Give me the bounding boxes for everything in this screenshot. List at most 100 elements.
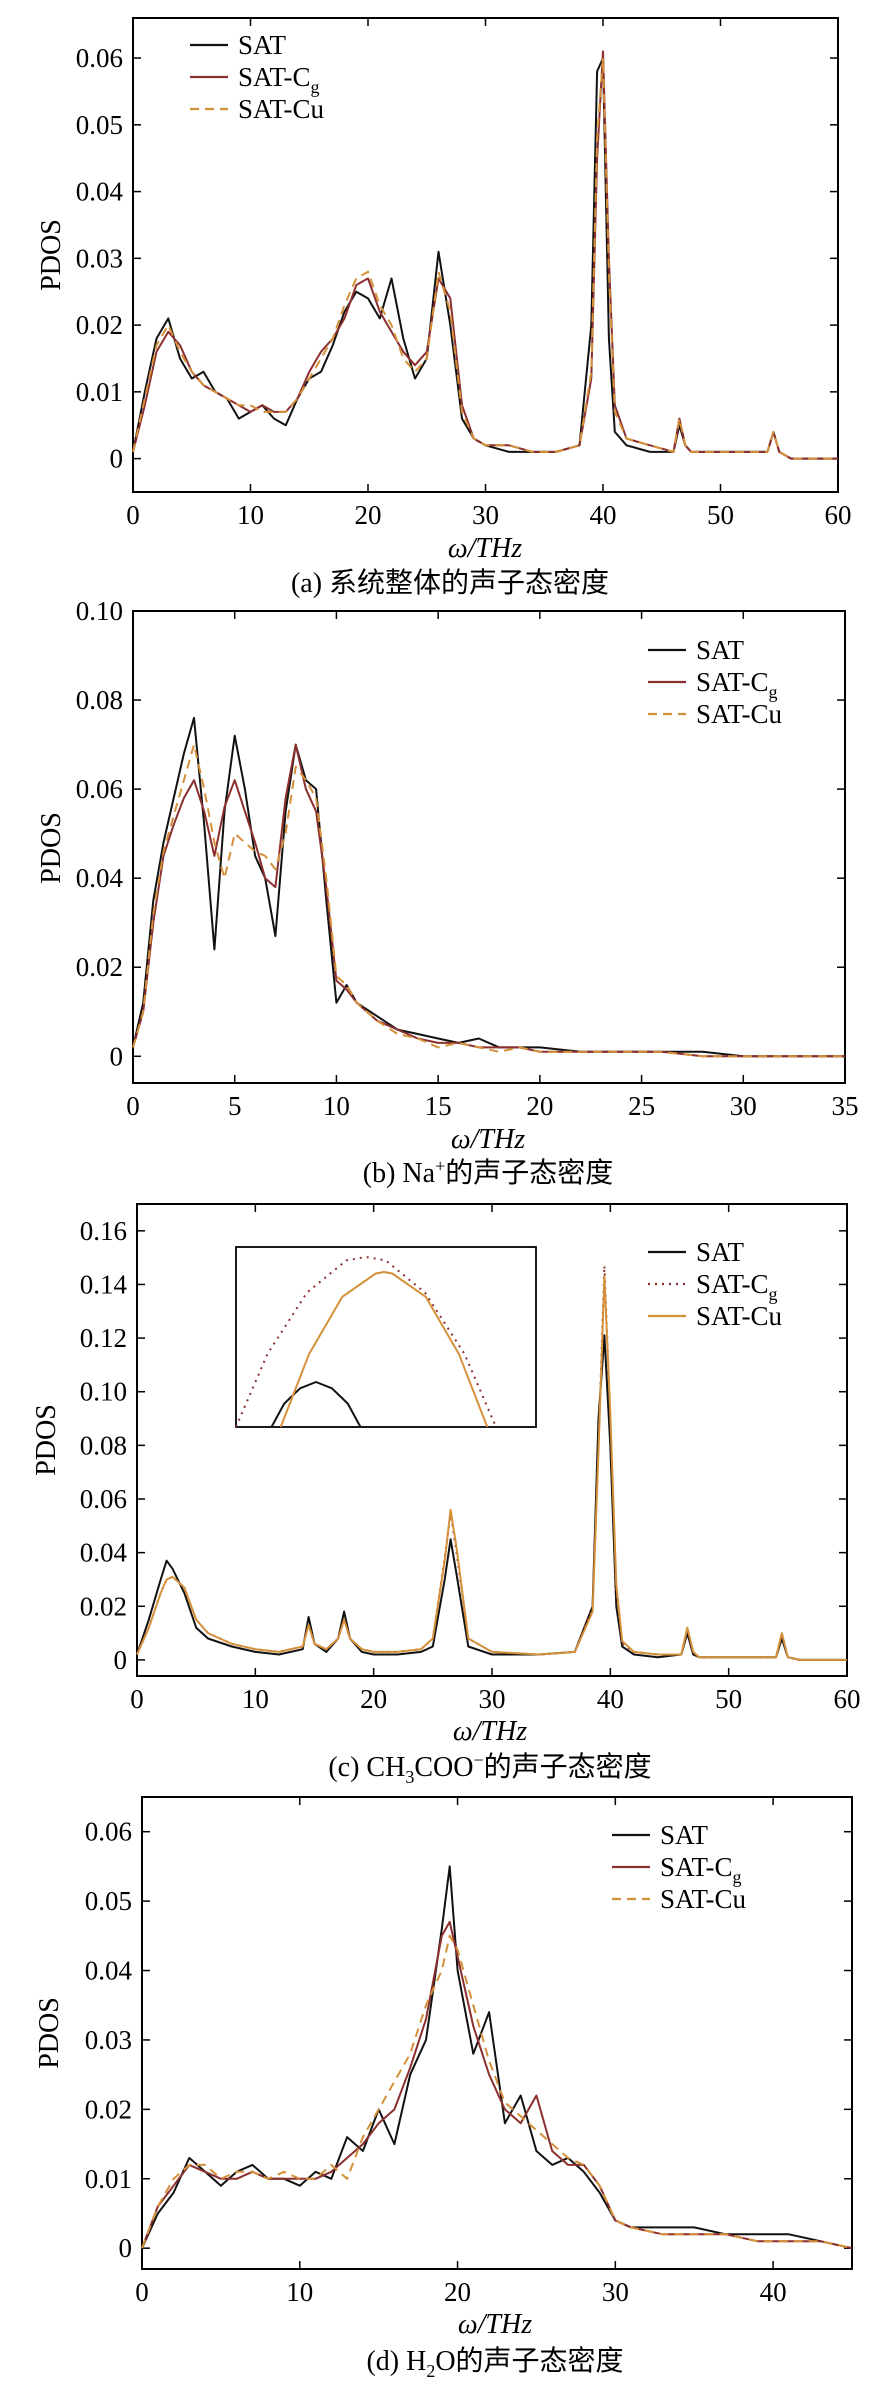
series-lines bbox=[132, 716, 845, 1058]
x-tick-label: 10 bbox=[237, 500, 264, 530]
x-tick-label: 50 bbox=[707, 500, 734, 530]
x-tick-label: 10 bbox=[242, 1684, 269, 1714]
y-tick-label: 0.04 bbox=[76, 177, 124, 207]
axis-ticks: 0 10 20 30 40 0 0.01 0.02 0.03 0.04 0.05 0.06 bbox=[85, 1797, 852, 2307]
series-line-sat-cg bbox=[141, 1920, 853, 2250]
y-axis-label: PDOS bbox=[31, 1404, 62, 1476]
legend-entry: SAT bbox=[696, 635, 745, 665]
caption-part: O的声子态密度 bbox=[435, 2345, 623, 2377]
y-tick-label: 0.10 bbox=[80, 1377, 127, 1407]
x-tick-label: 0 bbox=[126, 500, 140, 530]
y-tick-label: 0.06 bbox=[85, 1817, 132, 1847]
y-tick-label: 0.06 bbox=[76, 774, 123, 804]
caption-subscript: 2 bbox=[426, 2361, 435, 2381]
panel-caption: (b) Na+的声子态密度 bbox=[363, 1156, 613, 1189]
y-tick-label: 0.01 bbox=[76, 377, 123, 407]
y-tick-label: 0.06 bbox=[76, 43, 123, 73]
caption-part: (d) H bbox=[366, 2346, 426, 2377]
y-tick-label: 0.02 bbox=[76, 952, 123, 982]
x-tick-label: 60 bbox=[834, 1684, 861, 1714]
inset-zoom bbox=[235, 1246, 537, 1428]
series-line-sat-cu bbox=[132, 743, 845, 1058]
caption-part: COO bbox=[414, 1752, 473, 1783]
caption-part: 的声子态密度 bbox=[484, 1751, 652, 1783]
panel-caption: (a) 系统整体的声子态密度 bbox=[291, 567, 609, 599]
caption-part: (c) CH bbox=[328, 1752, 405, 1783]
y-tick-label: 0.06 bbox=[80, 1484, 127, 1514]
x-tick-label: 20 bbox=[444, 2277, 471, 2307]
y-tick-label: 0.05 bbox=[76, 110, 123, 140]
x-tick-label: 40 bbox=[590, 500, 617, 530]
y-tick-label: 0.02 bbox=[76, 310, 123, 340]
y-tick-label: 0.04 bbox=[80, 1538, 128, 1568]
series-lines bbox=[141, 1865, 853, 2250]
y-tick-label: 0.08 bbox=[76, 685, 123, 715]
legend-entry: SAT-Cg bbox=[238, 62, 320, 97]
x-tick-label: 10 bbox=[286, 2277, 313, 2307]
x-tick-label: 30 bbox=[602, 2277, 629, 2307]
caption-part: (b) Na bbox=[363, 1158, 436, 1189]
x-axis-label-text: ω/THz bbox=[448, 533, 522, 564]
legend-entry: SAT bbox=[660, 1820, 709, 1850]
caption-superscript: − bbox=[473, 1750, 483, 1770]
y-tick-label: 0 bbox=[114, 1645, 128, 1675]
y-tick-label: 0.05 bbox=[85, 1886, 132, 1916]
caption-part: 的声子态密度 bbox=[445, 1157, 613, 1189]
y-tick-label: 0.12 bbox=[80, 1323, 127, 1353]
y-axis-label: PDOS bbox=[36, 219, 67, 291]
panel-caption: (d) H2O的声子态密度 bbox=[366, 2345, 623, 2381]
series-lines bbox=[132, 50, 838, 460]
x-tick-label: 5 bbox=[228, 1091, 242, 1121]
y-axis-label: PDOS bbox=[34, 1997, 65, 2069]
inset-frame bbox=[235, 1246, 537, 1428]
caption-superscript: + bbox=[435, 1156, 445, 1176]
x-tick-label: 40 bbox=[597, 1684, 624, 1714]
x-axis-label: ω/THz bbox=[448, 533, 522, 564]
y-tick-label: 0 bbox=[119, 2233, 133, 2263]
legend-entry: SAT-Cu bbox=[696, 699, 783, 729]
y-tick-label: 0.04 bbox=[85, 1956, 133, 1986]
x-tick-label: 25 bbox=[628, 1091, 655, 1121]
x-tick-label: 15 bbox=[425, 1091, 452, 1121]
legend-entry: SAT-Cu bbox=[696, 1301, 783, 1331]
caption-subscript: 3 bbox=[405, 1767, 414, 1787]
x-axis-label-text: ω/THz bbox=[451, 1124, 525, 1155]
x-tick-label: 60 bbox=[825, 500, 852, 530]
y-tick-label: 0 bbox=[110, 1041, 124, 1071]
panel-caption: (c) CH3COO−的声子态密度 bbox=[328, 1750, 651, 1787]
x-tick-label: 20 bbox=[360, 1684, 387, 1714]
y-tick-label: 0 bbox=[110, 444, 124, 474]
legend-entry: SAT-Cu bbox=[238, 94, 325, 124]
legend-entry: SAT-Cu bbox=[660, 1884, 747, 1914]
inset-line-sat-cu bbox=[279, 1271, 489, 1428]
x-tick-label: 0 bbox=[126, 1091, 140, 1121]
x-tick-label: 0 bbox=[130, 1684, 144, 1714]
legend-entry: SAT-Cg bbox=[660, 1852, 742, 1887]
y-axis-label: PDOS bbox=[36, 812, 67, 884]
x-tick-label: 20 bbox=[526, 1091, 553, 1121]
x-tick-label: 50 bbox=[715, 1684, 742, 1714]
y-tick-label: 0.14 bbox=[80, 1269, 128, 1299]
series-lines bbox=[136, 1264, 847, 1661]
plot-frame bbox=[132, 610, 846, 1084]
x-tick-label: 30 bbox=[479, 1684, 506, 1714]
series-line-sat-cg bbox=[132, 743, 845, 1058]
x-axis-label: ω/THz bbox=[453, 1716, 527, 1747]
x-tick-label: 30 bbox=[730, 1091, 757, 1121]
y-tick-label: 0.10 bbox=[76, 596, 123, 626]
inset-line-sat bbox=[270, 1381, 362, 1428]
series-line-sat-cu bbox=[136, 1275, 847, 1661]
x-axis-label: ω/THz bbox=[451, 1124, 525, 1155]
y-tick-label: 0.03 bbox=[76, 243, 123, 273]
x-tick-label: 30 bbox=[472, 500, 499, 530]
plot-frame bbox=[141, 1796, 853, 2270]
series-line-sat-cu bbox=[132, 57, 838, 460]
legend-entry: SAT-Cg bbox=[696, 1269, 778, 1304]
x-tick-label: 20 bbox=[355, 500, 382, 530]
x-tick-label: 0 bbox=[135, 2277, 149, 2307]
